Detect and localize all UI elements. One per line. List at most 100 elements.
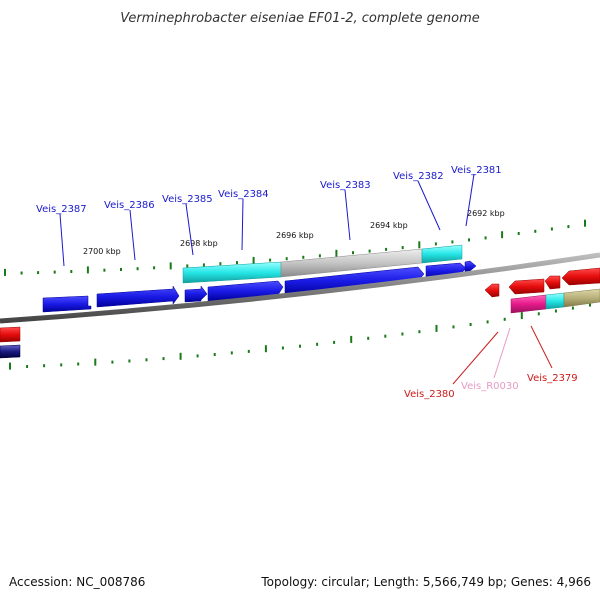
scale-tick xyxy=(247,349,250,353)
scale-tick xyxy=(367,336,370,340)
accession-text: Accession: NC_008786 xyxy=(9,575,145,589)
scale-tick xyxy=(26,365,29,368)
scale-tick xyxy=(401,332,404,336)
scale-tick xyxy=(252,256,255,264)
gene-label-veis-2379[interactable]: Veis_2379 xyxy=(527,373,578,384)
gene-label-veis-2386[interactable]: Veis_2386 xyxy=(104,200,155,211)
scale-ticks-inner xyxy=(9,303,591,370)
scale-tick xyxy=(335,249,338,257)
gene-label-veis-2385[interactable]: Veis_2385 xyxy=(162,194,213,205)
map-title: Verminephrobacter eiseniae EF01-2, compl… xyxy=(120,11,479,26)
chromosome-backbone xyxy=(0,252,600,324)
scale-label-2694: 2694 kbp xyxy=(370,221,408,230)
scale-tick xyxy=(589,303,591,307)
scale-tick xyxy=(4,268,6,276)
scale-tick xyxy=(333,340,336,344)
scale-tick xyxy=(162,357,165,361)
scale-tick xyxy=(213,353,216,356)
scale-label-2692: 2692 kbp xyxy=(467,209,505,218)
scale-tick xyxy=(9,362,11,370)
scale-tick xyxy=(401,246,404,250)
leader-veis-2379 xyxy=(530,325,553,369)
gene-arrow-veis-2380[interactable] xyxy=(484,283,500,298)
scale-tick xyxy=(153,266,156,270)
scale-labels: 2700 kbp 2698 kbp 2696 kbp 2694 kbp 2692… xyxy=(83,209,505,256)
gene-label-veis-2382[interactable]: Veis_2382 xyxy=(393,171,444,182)
scale-tick xyxy=(567,225,570,229)
reverse-cds-track xyxy=(484,267,600,314)
scale-tick xyxy=(236,261,238,265)
scale-tick xyxy=(520,312,523,320)
scale-tick xyxy=(318,254,321,258)
gene-label-veis-2384[interactable]: Veis_2384 xyxy=(218,189,269,200)
leader-veis-2386 xyxy=(129,209,136,261)
scale-tick xyxy=(385,247,388,251)
scale-tick xyxy=(501,231,504,239)
feature-track-upper xyxy=(182,244,463,284)
scale-tick xyxy=(94,358,97,366)
scale-tick xyxy=(451,240,454,244)
feature-cyan-right[interactable] xyxy=(421,244,463,264)
scale-label-2696: 2696 kbp xyxy=(276,231,314,240)
feature-olive[interactable] xyxy=(563,288,600,308)
gene-arrow-veis-2387[interactable] xyxy=(42,295,92,313)
gene-label-veis-2387[interactable]: Veis_2387 xyxy=(36,204,87,215)
leader-veis-2380 xyxy=(452,331,499,385)
scale-tick xyxy=(86,266,89,274)
scale-tick xyxy=(43,364,46,368)
feature-cyan-reverse[interactable] xyxy=(545,292,565,310)
leader-veis-2382 xyxy=(417,180,441,231)
leader-veis-2383 xyxy=(344,189,351,241)
gene-labels: Veis_2387 Veis_2386 Veis_2385 Veis_2384 … xyxy=(36,165,578,400)
scale-tick xyxy=(486,320,489,324)
scale-tick xyxy=(517,232,520,235)
scale-tick xyxy=(368,249,371,253)
scale-tick xyxy=(350,335,353,343)
gene-arrow-red-3[interactable] xyxy=(561,267,600,286)
scale-tick xyxy=(418,330,421,334)
scale-tick xyxy=(196,354,199,358)
scale-tick xyxy=(219,262,222,266)
scale-tick xyxy=(299,344,301,348)
scale-label-2700: 2700 kbp xyxy=(83,247,121,256)
scale-tick xyxy=(179,352,182,360)
scale-tick xyxy=(60,363,63,367)
scale-tick xyxy=(77,362,80,366)
scale-tick xyxy=(484,236,487,240)
gene-arrow-veis-2381[interactable] xyxy=(464,260,477,273)
gene-label-veis-r0030[interactable]: Veis_R0030 xyxy=(461,381,519,392)
feature-red-left-edge[interactable] xyxy=(0,326,21,343)
scale-tick xyxy=(264,345,267,353)
scale-tick xyxy=(435,324,438,332)
gene-arrow-red-2[interactable] xyxy=(544,275,561,290)
scale-tick xyxy=(169,262,172,270)
scale-tick xyxy=(434,242,437,246)
scale-tick xyxy=(70,270,73,273)
scale-tick xyxy=(37,271,40,275)
gene-label-veis-2380[interactable]: Veis_2380 xyxy=(404,389,455,400)
scale-tick xyxy=(352,251,354,255)
gene-arrow-red-1[interactable] xyxy=(508,278,545,295)
scale-tick xyxy=(285,257,288,261)
scale-tick xyxy=(452,325,455,329)
scale-tick xyxy=(468,238,470,242)
scale-tick xyxy=(584,219,586,227)
scale-tick xyxy=(302,255,305,259)
scale-tick xyxy=(145,358,148,362)
scale-tick xyxy=(537,312,540,316)
scale-tick xyxy=(20,271,23,275)
feature-cyan-left[interactable] xyxy=(182,261,282,284)
scale-tick xyxy=(136,267,139,271)
gene-label-veis-2383[interactable]: Veis_2383 xyxy=(320,180,371,191)
scale-tick xyxy=(128,359,131,363)
scale-tick xyxy=(571,306,574,310)
feature-rna-veis-r0030[interactable] xyxy=(510,294,547,314)
gene-label-veis-2381[interactable]: Veis_2381 xyxy=(451,165,502,176)
feature-navy-left-edge[interactable] xyxy=(0,344,21,359)
gene-arrow-veis-2385[interactable] xyxy=(184,285,208,303)
scale-tick xyxy=(503,317,506,321)
scale-tick xyxy=(281,346,284,350)
gene-arrow-veis-2386[interactable] xyxy=(96,285,180,308)
leader-veis-2387 xyxy=(59,213,65,267)
